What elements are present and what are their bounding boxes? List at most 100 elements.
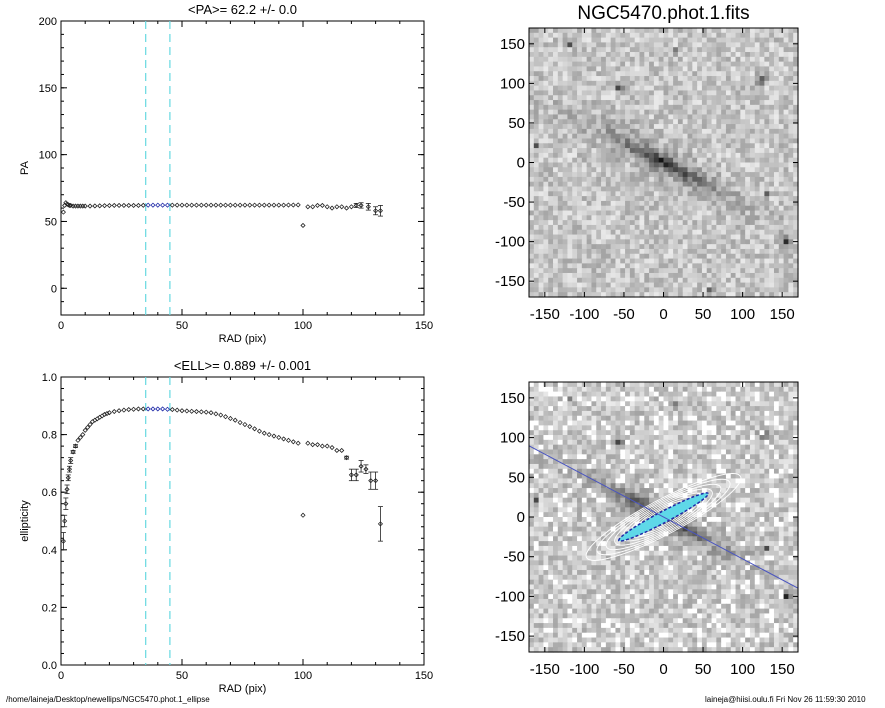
pixel: [591, 435, 597, 441]
pixel: [562, 109, 569, 116]
pixel: [653, 32, 660, 39]
pixel: [572, 454, 578, 460]
pixel: [716, 439, 722, 446]
pixel: [749, 391, 756, 398]
x-tick-label: -100: [569, 306, 599, 323]
pixel: [653, 157, 660, 164]
pixel: [634, 32, 641, 39]
pixel: [538, 32, 545, 39]
pixel: [764, 488, 770, 494]
pixel: [548, 430, 554, 436]
pixel: [639, 386, 645, 393]
pixel: [596, 61, 602, 68]
pixel: [557, 488, 564, 494]
pixel: [716, 143, 722, 149]
pixel: [773, 85, 780, 92]
pixel: [538, 248, 545, 255]
pixel: [793, 104, 799, 111]
pixel: [773, 196, 780, 202]
pixel: [553, 415, 559, 422]
pixel: [649, 95, 655, 101]
pixel: [538, 47, 545, 53]
pixel: [793, 229, 799, 236]
pixel: [687, 272, 693, 279]
pixel: [682, 401, 689, 407]
pixel: [543, 138, 549, 144]
pixel: [663, 205, 669, 212]
pixel: [562, 210, 569, 216]
pixel: [538, 463, 545, 470]
pixel: [557, 497, 564, 504]
pixel: [596, 167, 602, 173]
pixel: [649, 468, 655, 475]
pixel: [529, 253, 535, 260]
pixel: [778, 401, 785, 407]
panel-title: NGC5470.phot.1.fits: [577, 3, 749, 24]
pixel: [687, 454, 693, 460]
pixel: [773, 382, 780, 388]
pixel: [639, 224, 645, 231]
pixel: [692, 215, 698, 221]
pixel: [663, 435, 669, 441]
pixel: [557, 100, 564, 106]
pixel: [548, 186, 554, 192]
pixel: [687, 435, 693, 441]
pixel: [687, 104, 693, 111]
pixel: [639, 196, 645, 202]
pixel: [735, 85, 741, 92]
pixel: [658, 444, 665, 451]
pixel: [773, 191, 780, 197]
pixel: [591, 401, 597, 407]
pixel: [740, 215, 746, 221]
pixel: [538, 396, 545, 402]
pixel: [653, 406, 660, 412]
pixel: [581, 37, 588, 44]
pixel: [788, 430, 794, 436]
pixel: [778, 425, 785, 431]
pixel: [562, 124, 569, 130]
pixel: [778, 386, 785, 393]
pixel: [639, 258, 645, 264]
pixel: [610, 410, 617, 417]
pixel: [634, 468, 641, 475]
pixel: [658, 205, 665, 212]
pixel: [725, 492, 732, 499]
pixel: [629, 71, 636, 77]
data-point: [126, 202, 132, 208]
pixel: [634, 143, 641, 149]
pixel: [730, 473, 737, 480]
pixel: [577, 492, 583, 499]
pixel: [533, 114, 540, 120]
pixel: [716, 401, 722, 407]
pixel: [706, 473, 713, 480]
pixel: [548, 258, 554, 264]
pixel: [557, 205, 564, 212]
pixel: [711, 449, 717, 455]
pixel: [591, 186, 597, 192]
pixel: [596, 85, 602, 92]
pixel: [721, 109, 727, 116]
pixel: [562, 37, 569, 44]
pixel: [749, 401, 756, 407]
pixel: [730, 396, 737, 402]
pixel: [701, 138, 708, 144]
pixel: [581, 234, 588, 240]
pixel: [682, 386, 689, 393]
pixel: [740, 114, 746, 120]
pixel: [567, 253, 573, 260]
pixel: [629, 435, 636, 441]
pixel: [601, 205, 607, 212]
pixel: [596, 100, 602, 106]
pixel: [793, 210, 799, 216]
pixel: [706, 435, 713, 441]
pixel: [553, 162, 559, 168]
pixel: [562, 420, 569, 426]
pixel: [625, 133, 631, 140]
pixel: [673, 220, 679, 226]
pixel: [706, 80, 713, 87]
data-point: [368, 478, 374, 484]
pixel: [788, 282, 794, 288]
pixel: [740, 253, 746, 260]
pixel: [725, 454, 732, 460]
pixel: [553, 229, 559, 236]
